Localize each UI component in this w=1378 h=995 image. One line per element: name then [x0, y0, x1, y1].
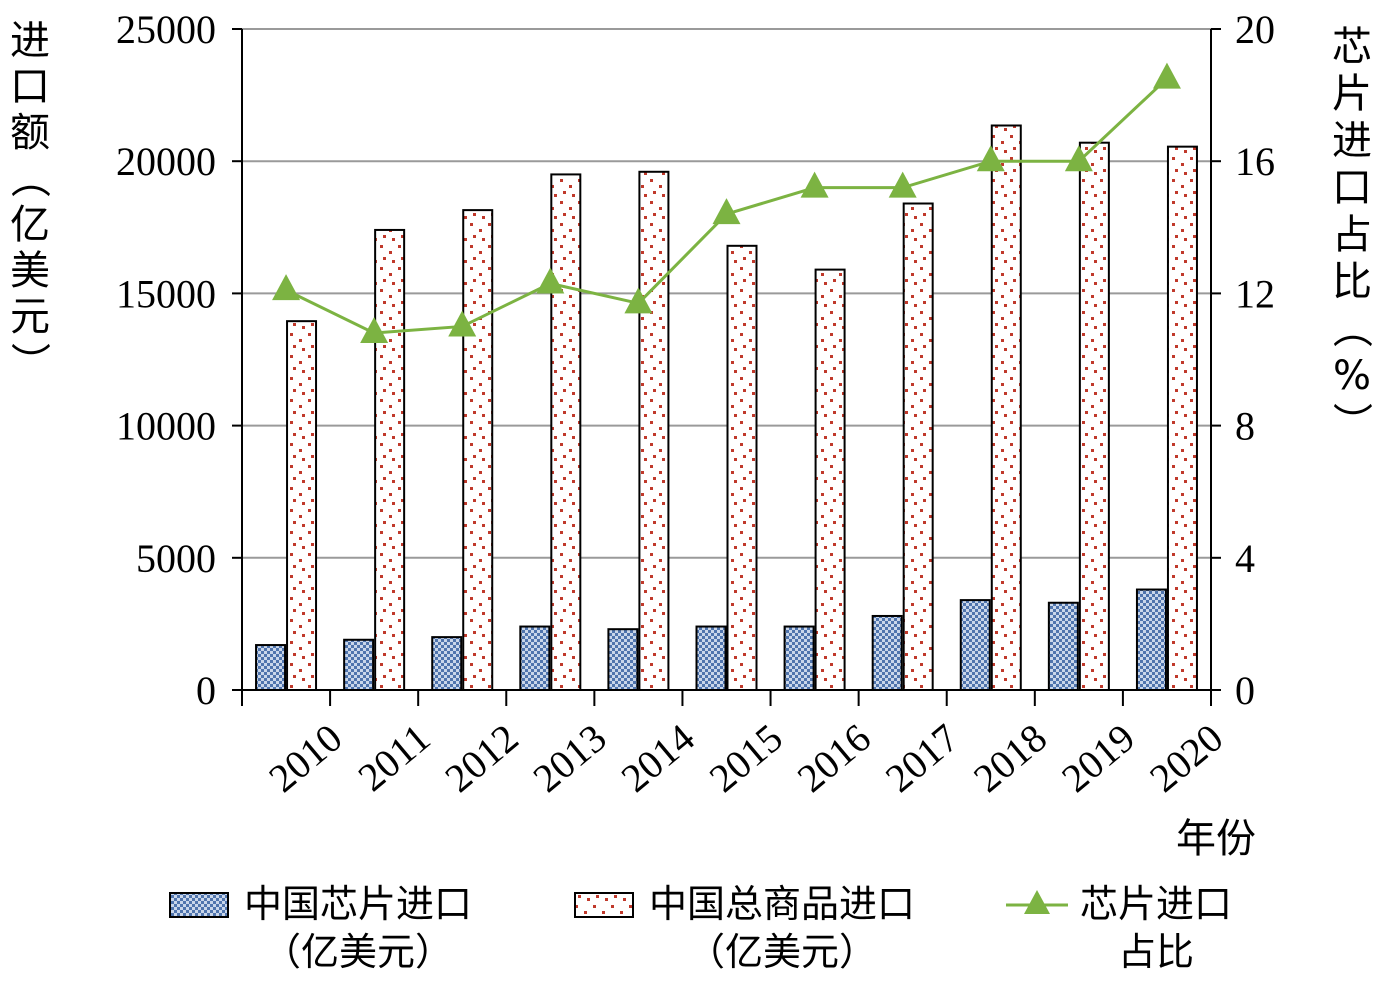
x-tick-label: 2012 — [436, 715, 526, 801]
bar-chip-import — [1135, 588, 1167, 692]
bar-chip-import — [1047, 601, 1079, 691]
y-right-tick-label: 20 — [1235, 7, 1275, 52]
ratio-marker — [360, 317, 389, 344]
bar-chip-import — [871, 614, 903, 692]
axis-title-char: （ — [1328, 308, 1374, 348]
legend-text-line1: 芯片进口 — [1080, 882, 1233, 926]
x-tick-label: 2017 — [877, 715, 967, 801]
axis-title-char: （ — [6, 158, 52, 198]
x-tick-label: 2019 — [1053, 715, 1143, 801]
axis-title-char: 进 — [10, 18, 50, 64]
legend-item-chip-ratio: 芯片进口 占比 — [1004, 880, 1232, 976]
legend-text-line2: （亿美元） — [687, 930, 878, 974]
x-tick-label: 2013 — [525, 715, 615, 801]
x-tick-label: 2015 — [701, 715, 791, 801]
bar-total-import — [1166, 145, 1198, 691]
x-tick-label: 2016 — [789, 715, 879, 801]
bar-chip-import — [607, 628, 639, 691]
ratio-marker — [448, 310, 477, 337]
axis-title-char: 进 — [1332, 118, 1372, 164]
axis-title-char: 亿 — [10, 202, 50, 248]
ratio-marker — [536, 267, 565, 294]
axis-title-char: ） — [6, 342, 52, 382]
y-left-tick-label: 20000 — [116, 139, 216, 184]
axis-title-char: 芯 — [1332, 24, 1372, 70]
x-axis-title: 年份 — [1176, 816, 1256, 862]
bar-total-import — [462, 209, 494, 691]
axes — [232, 28, 1221, 706]
bar-total-import — [374, 228, 406, 691]
ratio-marker — [1064, 145, 1093, 172]
bar-chip-import — [255, 644, 287, 691]
x-tick-label: 2011 — [349, 715, 438, 800]
axis-title-char: 片 — [1332, 71, 1372, 117]
ratio-marker — [272, 274, 301, 301]
bar-total-import — [550, 173, 582, 692]
legend-text-line1: 中国芯片进口 — [244, 882, 473, 926]
bar-chip-import — [959, 599, 991, 691]
legend-item-chip-import: 中国芯片进口 （亿美元） — [168, 880, 472, 976]
legend-label-chip-ratio: 芯片进口 占比 — [1080, 880, 1232, 976]
bar-chip-import — [783, 625, 815, 692]
legend: 中国芯片进口 （亿美元） 中国总商品进口 （亿美元） 芯片进口 占比 — [0, 880, 1378, 995]
legend-label-total-import: 中国总商品进口 （亿美元） — [649, 880, 915, 976]
ratio-marker — [712, 198, 741, 225]
bar-total-import — [902, 202, 934, 691]
y-left-tick-label: 25000 — [116, 7, 216, 52]
axis-title-char: 元 — [10, 294, 50, 340]
bar-total-import — [1078, 141, 1110, 691]
y-left-tick-label: 10000 — [116, 404, 216, 449]
bar-chip-import — [431, 636, 463, 691]
y-right-tick-label: 0 — [1235, 668, 1255, 713]
axis-title-char: 口 — [1332, 165, 1372, 211]
axis-title-char: 美 — [10, 248, 50, 294]
x-tick-label: 2014 — [613, 715, 703, 801]
axis-title-char: ） — [1328, 402, 1374, 442]
axis-title-char: 额 — [10, 110, 50, 156]
bar-total-import — [814, 268, 846, 691]
ratio-marker — [888, 171, 917, 198]
ratio-marker — [976, 145, 1005, 172]
x-tick-label: 2020 — [1141, 715, 1231, 801]
y-right-tick-label: 8 — [1235, 404, 1255, 449]
y-left-tick-label: 0 — [196, 668, 216, 713]
bar-chip-import — [695, 625, 727, 692]
ratio-marker — [624, 287, 653, 314]
x-tick-label: 2010 — [260, 715, 350, 801]
bar-chip-import — [519, 625, 551, 692]
bar-chip-import — [343, 638, 375, 691]
legend-label-chip-import: 中国芯片进口 （亿美元） — [244, 880, 472, 976]
y-left-tick-label: 5000 — [136, 536, 216, 581]
ratio-marker — [1152, 62, 1181, 89]
legend-swatch-chip-import — [169, 892, 229, 918]
bar-total-import — [990, 124, 1022, 692]
y-right-tick-label: 16 — [1235, 139, 1275, 184]
legend-swatch-chip-ratio — [1006, 890, 1068, 914]
y-left-axis-title: 进口额（亿美元） — [6, 18, 52, 382]
bars — [255, 124, 1198, 692]
legend-text-line2: （亿美元） — [263, 930, 454, 974]
y-left-tick-label: 15000 — [116, 271, 216, 316]
bar-total-import — [286, 320, 318, 691]
ratio-line — [272, 62, 1181, 344]
legend-text-line2: 占比 — [1118, 930, 1195, 974]
y-right-tick-label: 4 — [1235, 536, 1255, 581]
axis-title-char: 比 — [1332, 259, 1372, 305]
bar-total-import — [726, 244, 758, 691]
axis-title-char: % — [1333, 353, 1371, 399]
bar-total-import — [638, 170, 670, 691]
legend-swatch-total-import — [574, 892, 634, 918]
ratio-marker — [800, 171, 829, 198]
axis-title-char: 口 — [10, 64, 50, 110]
y-right-tick-label: 12 — [1235, 271, 1275, 316]
legend-text-line1: 中国总商品进口 — [649, 882, 916, 926]
x-tick-label: 2018 — [965, 715, 1055, 801]
axis-title-char: 占 — [1332, 212, 1372, 258]
legend-item-total-import: 中国总商品进口 （亿美元） — [573, 880, 915, 976]
